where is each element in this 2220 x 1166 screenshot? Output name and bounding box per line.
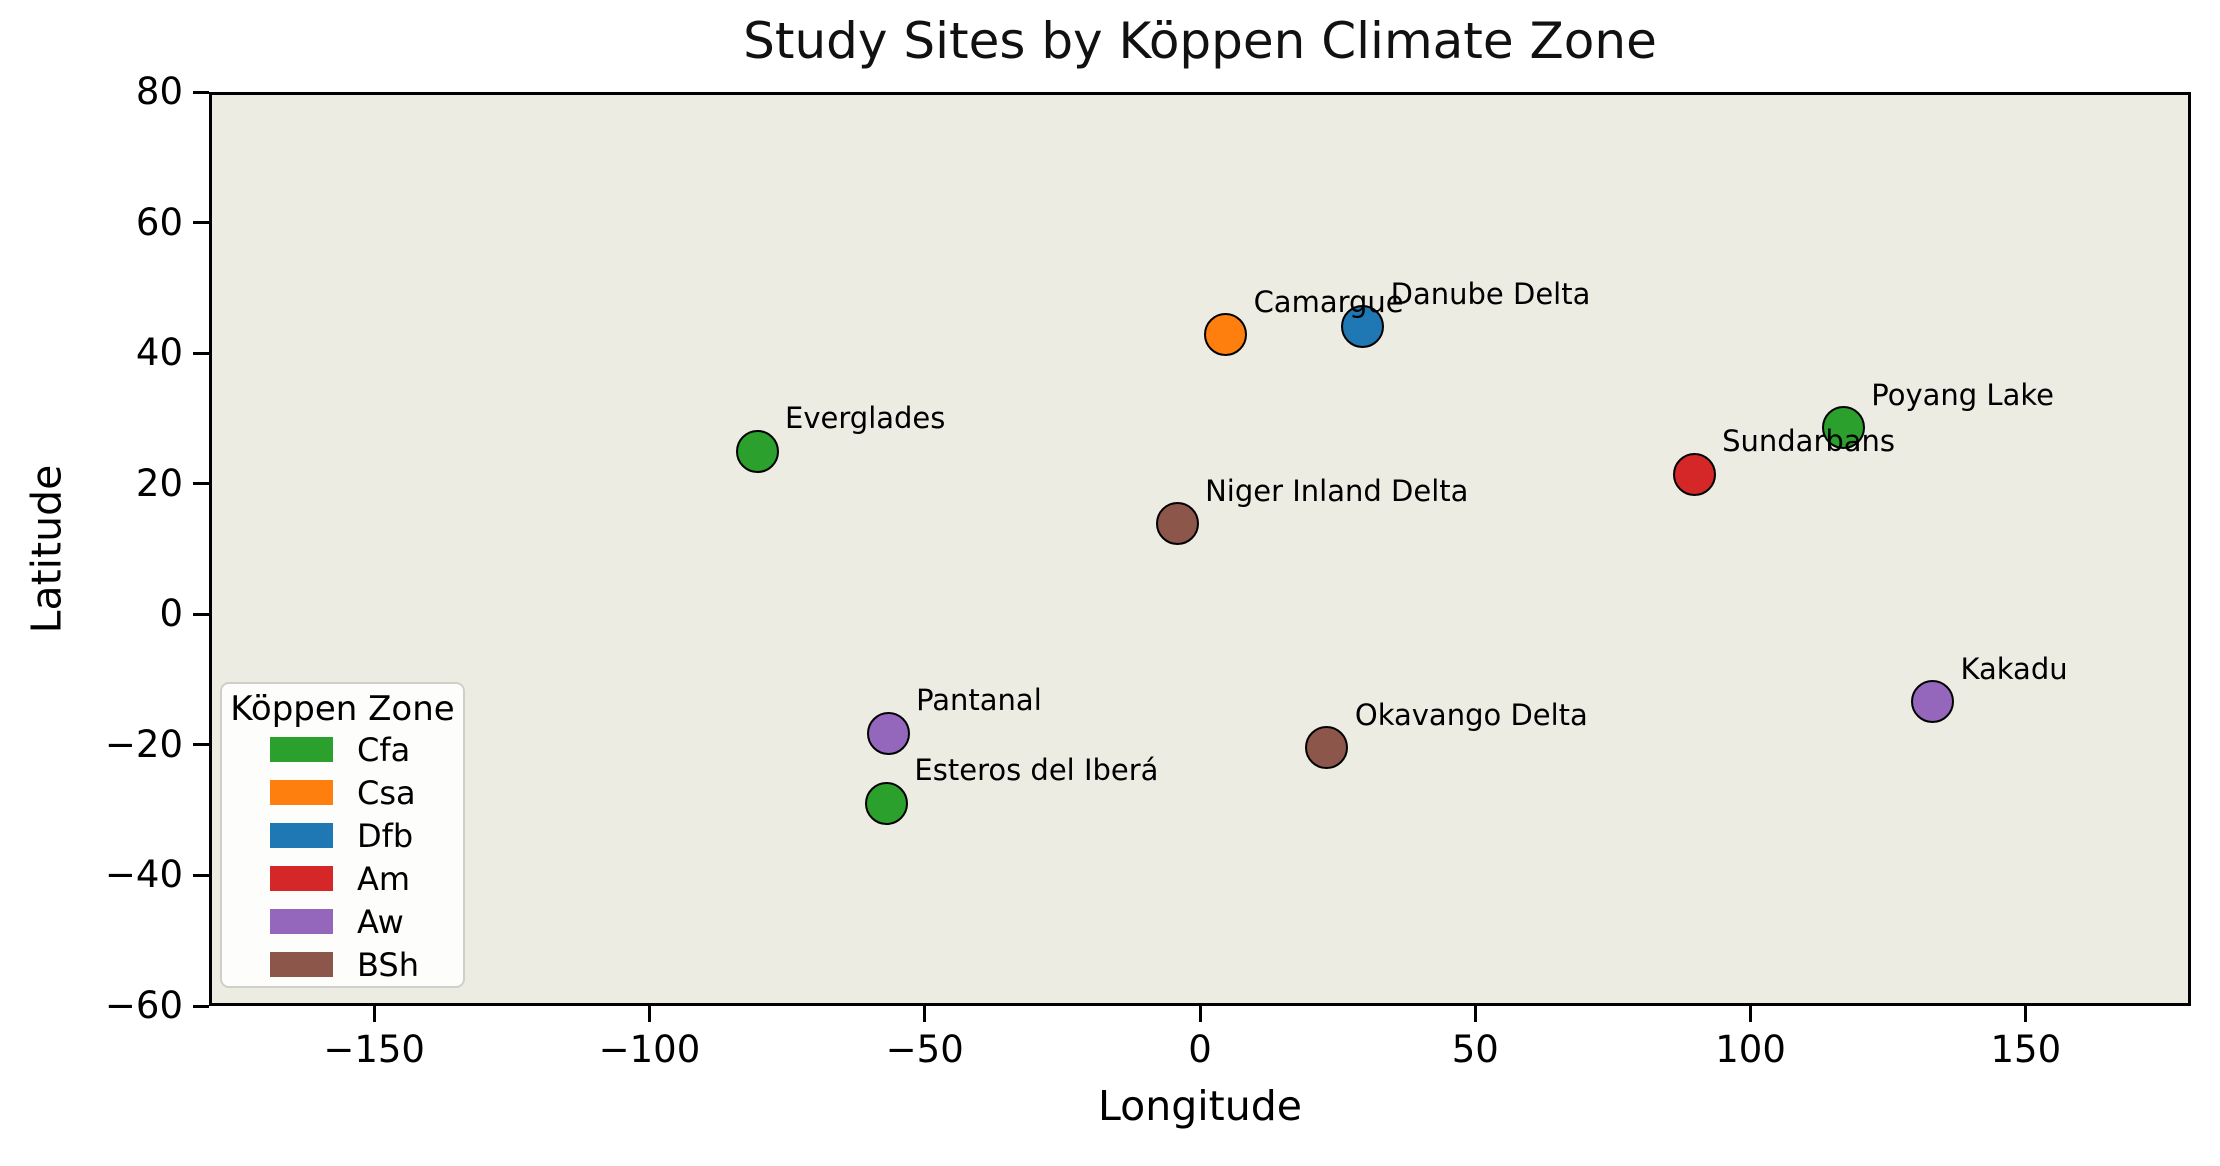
legend-row: Am — [222, 857, 463, 900]
point-label: Okavango Delta — [1354, 697, 1588, 732]
y-tick — [193, 612, 209, 616]
data-point — [1305, 726, 1349, 770]
x-tick — [647, 1006, 651, 1022]
x-axis-label: Longitude — [1098, 1082, 1302, 1130]
plot-area: Everglades Camargue Danube Delta Poyang Lak… — [209, 92, 2191, 1006]
legend-row: Cfa — [222, 728, 463, 771]
point-label: Pantanal — [916, 683, 1042, 718]
point-label: Danube Delta — [1390, 276, 1591, 311]
legend-label: Cfa — [357, 730, 411, 769]
legend-swatch — [270, 780, 333, 805]
legend-swatch — [270, 866, 333, 891]
legend-label: Aw — [357, 902, 404, 941]
y-tick — [193, 743, 209, 747]
y-tick-label: 20 — [135, 461, 183, 505]
x-tick-label: 100 — [1715, 1028, 1786, 1071]
data-point — [1821, 406, 1865, 450]
y-axis-label-text: Latitude — [22, 464, 70, 634]
y-tick — [193, 482, 209, 486]
y-axis-label: Latitude — [18, 465, 74, 634]
chart-title: Study Sites by Köppen Climate Zone — [743, 12, 1657, 70]
data-point — [1672, 452, 1716, 496]
data-point — [1910, 680, 1954, 723]
x-tick — [1749, 1006, 1753, 1022]
x-tick — [2024, 1006, 2028, 1022]
point-label: Everglades — [785, 401, 946, 436]
data-point — [1204, 313, 1248, 357]
x-tick-label: −50 — [885, 1028, 964, 1071]
y-tick-label: 0 — [159, 592, 183, 636]
legend-swatch — [270, 823, 333, 848]
x-tick-label: −100 — [598, 1028, 701, 1071]
x-tick-label: −150 — [323, 1028, 425, 1071]
legend-entries: Cfa Csa Dfb Am Aw BSh — [222, 728, 463, 986]
data-point — [1341, 305, 1385, 349]
y-tick-label: −60 — [104, 984, 183, 1027]
y-tick-label: −40 — [104, 853, 183, 897]
data-point — [866, 711, 910, 755]
x-tick-label: 0 — [1188, 1028, 1212, 1071]
y-tick — [193, 1004, 209, 1008]
data-point — [864, 781, 908, 825]
legend-label: BSh — [357, 945, 419, 984]
point-label: Esteros del Iberá — [914, 753, 1159, 788]
y-tick-label: 80 — [135, 70, 183, 113]
legend-row: BSh — [222, 943, 463, 986]
legend-title: Köppen Zone — [230, 689, 455, 729]
legend-row: Csa — [222, 771, 463, 814]
y-tick-label: 40 — [135, 331, 183, 375]
y-tick — [193, 221, 209, 225]
y-tick — [193, 873, 209, 877]
y-tick — [193, 90, 209, 94]
point-label: Kakadu — [1960, 651, 2068, 686]
x-tick-label: 50 — [1451, 1028, 1499, 1071]
point-label: Poyang Lake — [1871, 377, 2054, 412]
data-point — [1155, 502, 1199, 546]
legend-swatch — [270, 737, 333, 762]
point-label: Camargue — [1253, 284, 1404, 319]
legend-label: Dfb — [357, 816, 414, 855]
x-tick — [923, 1006, 927, 1022]
legend-label: Am — [357, 859, 411, 898]
point-label: Sundarbans — [1722, 424, 1896, 459]
x-tick-label: 150 — [1990, 1028, 2062, 1071]
legend-row: Dfb — [222, 814, 463, 857]
x-tick — [1473, 1006, 1477, 1022]
legend-label: Csa — [357, 773, 416, 812]
points-layer: Everglades Camargue Danube Delta Poyang Lak… — [212, 95, 2188, 1003]
y-tick — [193, 351, 209, 355]
point-label: Niger Inland Delta — [1205, 473, 1469, 508]
y-tick-label: −20 — [104, 722, 183, 766]
x-tick — [1198, 1006, 1202, 1022]
y-tick-label: 60 — [135, 200, 183, 244]
legend: Köppen Zone Cfa Csa Dfb Am Aw BSh — [220, 682, 465, 988]
legend-swatch — [270, 909, 333, 934]
legend-row: Aw — [222, 900, 463, 943]
data-point — [735, 429, 779, 473]
legend-swatch — [270, 952, 333, 977]
x-tick — [372, 1006, 376, 1022]
